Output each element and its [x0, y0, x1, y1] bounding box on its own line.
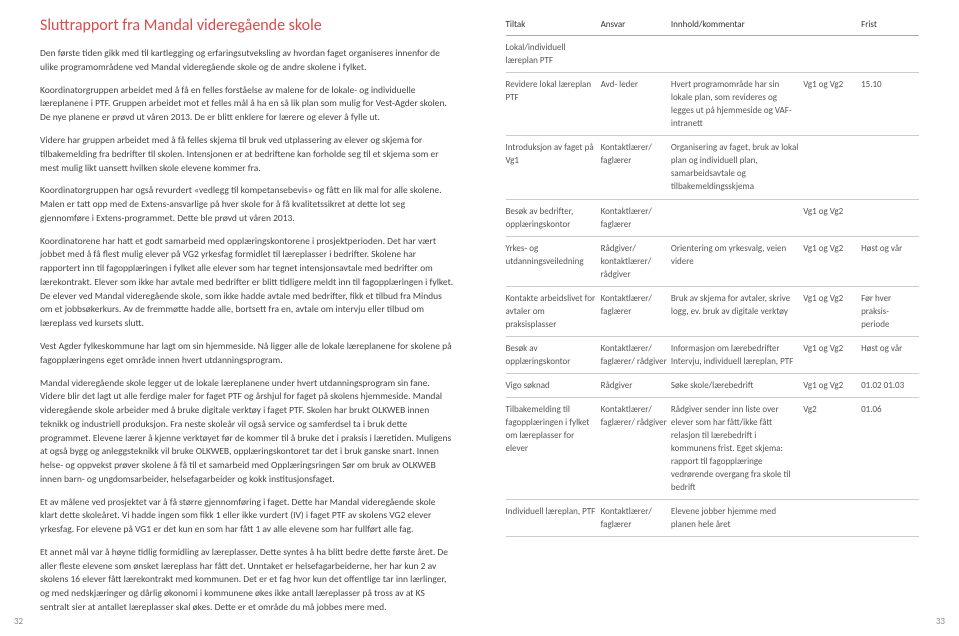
table-cell: [861, 199, 919, 236]
paragraph: Koordinatorgruppen har også revurdert «v…: [40, 184, 454, 225]
table-cell: Rådgiver: [601, 373, 671, 397]
table-cell: 01.06: [861, 398, 919, 500]
table-cell: Revidere lokal læreplan PTF: [506, 73, 601, 136]
table-cell: Kontaktlærer/ faglærer: [601, 286, 671, 336]
table-cell: [803, 36, 861, 73]
table-cell: Kontaktlærer/ faglærer/ rådgiver: [601, 398, 671, 500]
table-cell: Vg1 og Vg2: [803, 336, 861, 373]
table-cell: [861, 500, 919, 537]
table-cell: Vg1 og Vg2: [803, 286, 861, 336]
table-cell: Elevene jobber hjemme med planen hele år…: [671, 500, 803, 537]
table-cell: Tilbakemelding til fagopplæringen i fylk…: [506, 398, 601, 500]
page-spread: Sluttrapport fra Mandal videregående sko…: [0, 0, 959, 636]
page-number: 33: [936, 615, 945, 628]
table-cell: Informasjon om lærebedrifter Intervju, i…: [671, 336, 803, 373]
col-blank: [803, 14, 861, 36]
table-cell: Vg1 og Vg2: [803, 199, 861, 236]
table-cell: Kontaktlærer/ faglærer/ rådgiver: [601, 336, 671, 373]
table-row: Besøk av opplæringskontorKontaktlærer/ f…: [506, 336, 920, 373]
col-frist: Frist: [861, 14, 919, 36]
table-cell: Vg1 og Vg2: [803, 236, 861, 286]
table-row: Lokal/individuell læreplan PTF: [506, 36, 920, 73]
table-cell: Høst og vår: [861, 236, 919, 286]
table-cell: Rådgiver/ kontaktlærer/ rådgiver: [601, 236, 671, 286]
table-cell: [601, 36, 671, 73]
table-row: Yrkes- og utdanningsveiledningRådgiver/ …: [506, 236, 920, 286]
table-cell: Kontakte arbeidslivet for avtaler om pra…: [506, 286, 601, 336]
paragraph: Vest Agder fylkeskommune har lagt om sin…: [40, 340, 454, 368]
table-cell: Organisering av faget, bruk av lokal pla…: [671, 136, 803, 199]
table-cell: Avd- leder: [601, 73, 671, 136]
table-cell: Kontaktlærer/ faglærer: [601, 199, 671, 236]
table-cell: [803, 500, 861, 537]
table-cell: 01.02 01.03: [861, 373, 919, 397]
table-row: Vigo søknadRådgiverSøke skole/lærebedrif…: [506, 373, 920, 397]
table-cell: Hvert programområde har sin lokale plan,…: [671, 73, 803, 136]
table-row: Kontakte arbeidslivet for avtaler om pra…: [506, 286, 920, 336]
paragraph: Mandal videregående skole legger ut de l…: [40, 377, 454, 487]
table-cell: 15.10: [861, 73, 919, 136]
table-cell: Besøk av bedrifter, opplæringskontor: [506, 199, 601, 236]
table-row: Tilbakemelding til fagopplæringen i fylk…: [506, 398, 920, 500]
tiltak-table: Tiltak Ansvar Innhold/kommentar Frist Lo…: [506, 14, 920, 537]
table-cell: Søke skole/lærebedrift: [671, 373, 803, 397]
table-cell: Yrkes- og utdanningsveiledning: [506, 236, 601, 286]
table-cell: Besøk av opplæringskontor: [506, 336, 601, 373]
table-cell: Kontaktlærer/ faglærer: [601, 136, 671, 199]
paragraph: Koordinatorene har hatt et godt samarbei…: [40, 235, 454, 331]
table-cell: [671, 36, 803, 73]
paragraph: Et annet mål var å høyne tidlig formidli…: [40, 546, 454, 615]
table-header-row: Tiltak Ansvar Innhold/kommentar Frist: [506, 14, 920, 36]
table-cell: [861, 36, 919, 73]
table-cell: Rådgiver sender inn liste over elever so…: [671, 398, 803, 500]
table-cell: Introduksjon av faget på Vg1: [506, 136, 601, 199]
table-cell: Orientering om yrkesvalg, veien videre: [671, 236, 803, 286]
page-number: 32: [14, 615, 23, 628]
table-cell: Vg2: [803, 398, 861, 500]
table-cell: Før hver praksis-periode: [861, 286, 919, 336]
paragraph: Koordinatorgruppen arbeidet med å få en …: [40, 84, 454, 125]
right-page: Tiltak Ansvar Innhold/kommentar Frist Lo…: [480, 0, 959, 636]
paragraph: Et av målene ved prosjektet var å få stø…: [40, 496, 454, 537]
col-tiltak: Tiltak: [506, 14, 601, 36]
table-row: Besøk av bedrifter, opplæringskontorKont…: [506, 199, 920, 236]
table-cell: Kontaktlærer/ faglærer: [601, 500, 671, 537]
table-cell: Lokal/individuell læreplan PTF: [506, 36, 601, 73]
table-cell: [803, 136, 861, 199]
table-cell: Individuell læreplan, PTF: [506, 500, 601, 537]
table-cell: Vg1 og Vg2: [803, 73, 861, 136]
paragraph: Videre har gruppen arbeidet med å få fel…: [40, 134, 454, 175]
table-cell: Vigo søknad: [506, 373, 601, 397]
table-cell: Vg1 og Vg2: [803, 373, 861, 397]
paragraph: Den første tiden gikk med til kartleggin…: [40, 47, 454, 75]
table-row: Introduksjon av faget på Vg1Kontaktlærer…: [506, 136, 920, 199]
table-cell: Høst og vår: [861, 336, 919, 373]
table-row: Individuell læreplan, PTFKontaktlærer/ f…: [506, 500, 920, 537]
table-cell: [861, 136, 919, 199]
table-cell: [671, 199, 803, 236]
col-ansvar: Ansvar: [601, 14, 671, 36]
report-title: Sluttrapport fra Mandal videregående sko…: [40, 14, 454, 37]
col-innhold: Innhold/kommentar: [671, 14, 803, 36]
table-cell: Bruk av skjema for avtaler, skrive logg,…: [671, 286, 803, 336]
left-page: Sluttrapport fra Mandal videregående sko…: [0, 0, 480, 636]
table-row: Revidere lokal læreplan PTFAvd- lederHve…: [506, 73, 920, 136]
